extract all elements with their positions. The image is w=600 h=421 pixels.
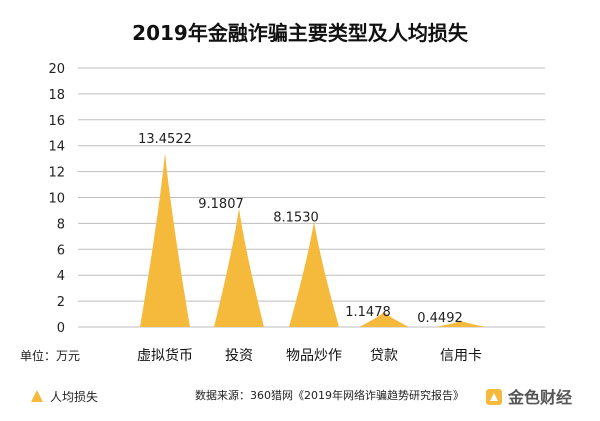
y-tick-label: 2 [57,295,65,310]
data-label: 13.4522 [138,132,192,147]
peak-1 [214,208,264,327]
category-label: 虚拟货币 [137,347,193,364]
legend-label: 人均损失 [50,389,98,404]
legend: 人均损失 [31,389,98,404]
category-label: 物品炒作 [286,348,342,364]
y-tick-label: 8 [57,217,65,232]
y-tick-label: 0 [57,321,65,336]
y-tick-label: 6 [57,243,65,258]
category-label: 信用卡 [440,348,482,364]
y-axis-ticks: 0 2 4 6 8 10 12 14 16 18 20 [48,62,65,336]
source-note: 数据来源：360猎网《2019年网络诈骗趋势研究报告》 [195,388,464,402]
y-tick-label: 14 [48,140,65,155]
series-peaks [140,152,486,327]
category-label: 投资 [225,348,253,364]
data-label: 0.4492 [417,311,463,326]
peak-0 [140,152,190,327]
category-label: 贷款 [370,348,398,364]
peak-4 [436,321,486,327]
data-labels: 13.4522 9.1807 8.1530 1.1478 0.4492 [138,132,463,326]
brand-logo-glyph-icon [490,393,498,401]
legend-swatch [31,390,43,402]
y-tick-label: 20 [48,62,65,77]
brand-logo: 金色财经 [486,388,572,407]
data-label: 1.1478 [345,305,391,320]
y-tick-label: 10 [48,192,65,207]
y-tick-label: 16 [48,114,65,129]
peak-3 [359,312,409,327]
y-tick-label: 18 [48,88,65,103]
peak-2 [289,221,339,327]
category-labels: 虚拟货币 投资 物品炒作 贷款 信用卡 [137,347,482,364]
chart-title: 2019年金融诈骗主要类型及人均损失 [132,21,469,45]
brand-name: 金色财经 [507,388,572,407]
data-label: 8.1530 [273,210,319,225]
y-tick-label: 4 [57,269,65,284]
data-label: 9.1807 [198,197,244,212]
y-tick-label: 12 [48,166,65,181]
unit-label: 单位：万元 [20,348,80,363]
